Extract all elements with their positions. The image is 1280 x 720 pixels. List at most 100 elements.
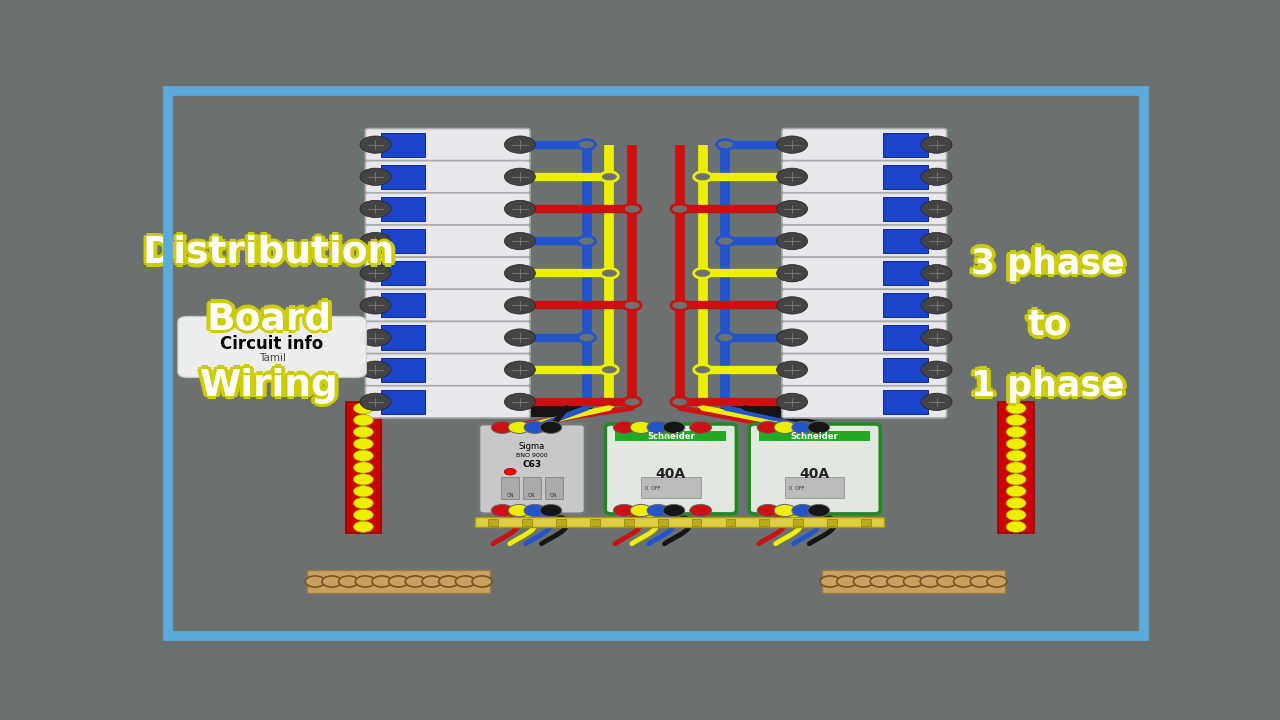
Circle shape (456, 576, 475, 587)
Circle shape (987, 576, 1007, 587)
Bar (883, 325, 928, 350)
Circle shape (360, 200, 390, 217)
Bar (590, 519, 599, 526)
Bar (381, 165, 425, 189)
Circle shape (353, 415, 374, 426)
Circle shape (694, 365, 712, 374)
Text: Wiring: Wiring (200, 368, 338, 404)
Circle shape (540, 505, 562, 517)
FancyBboxPatch shape (782, 321, 947, 354)
Circle shape (356, 576, 375, 587)
Bar (641, 477, 700, 498)
Circle shape (808, 421, 829, 433)
Text: ON: ON (550, 493, 558, 498)
Circle shape (504, 136, 535, 153)
Bar (616, 431, 727, 441)
FancyBboxPatch shape (365, 129, 530, 161)
Text: Board: Board (204, 300, 329, 336)
Text: Board: Board (206, 301, 332, 337)
Text: Board: Board (202, 301, 328, 337)
Circle shape (792, 505, 814, 517)
Text: to: to (1028, 311, 1068, 345)
Circle shape (922, 393, 952, 410)
Bar (307, 570, 490, 593)
Bar (998, 402, 1034, 533)
Text: Wiring: Wiring (204, 368, 343, 404)
Circle shape (1006, 509, 1027, 521)
Circle shape (1006, 426, 1027, 438)
FancyBboxPatch shape (782, 225, 947, 257)
Text: ON: ON (507, 493, 515, 498)
FancyBboxPatch shape (782, 257, 947, 289)
Circle shape (577, 236, 595, 246)
Bar (691, 519, 701, 526)
Circle shape (671, 300, 689, 310)
Circle shape (777, 297, 808, 314)
Circle shape (671, 204, 689, 214)
Circle shape (630, 505, 652, 517)
Circle shape (792, 421, 814, 433)
Circle shape (613, 505, 635, 517)
Bar (381, 358, 425, 382)
Bar (759, 431, 870, 441)
Text: to: to (1032, 307, 1073, 342)
Text: BNO 9000: BNO 9000 (516, 453, 548, 458)
FancyBboxPatch shape (782, 386, 947, 418)
Circle shape (323, 576, 342, 587)
Circle shape (577, 333, 595, 343)
Bar (883, 197, 928, 221)
Circle shape (922, 361, 952, 378)
Circle shape (600, 269, 618, 278)
Circle shape (1006, 402, 1027, 414)
Circle shape (922, 168, 952, 186)
Bar (522, 519, 531, 526)
Circle shape (1006, 450, 1027, 462)
Circle shape (360, 136, 390, 153)
Text: Tamil: Tamil (259, 353, 285, 363)
Circle shape (389, 576, 408, 587)
FancyBboxPatch shape (782, 161, 947, 193)
Circle shape (600, 365, 618, 374)
FancyBboxPatch shape (365, 225, 530, 257)
Circle shape (717, 140, 735, 150)
Text: 40A: 40A (655, 467, 686, 482)
Circle shape (837, 576, 856, 587)
Text: 1 phase: 1 phase (975, 369, 1129, 402)
Circle shape (353, 402, 374, 414)
Text: Wiring: Wiring (196, 368, 334, 404)
Text: to: to (1024, 310, 1065, 343)
Circle shape (630, 421, 652, 433)
Circle shape (492, 505, 513, 517)
Circle shape (504, 297, 535, 314)
FancyBboxPatch shape (178, 317, 366, 377)
Text: 3 phase: 3 phase (974, 248, 1128, 282)
Bar (381, 229, 425, 253)
Bar (883, 165, 928, 189)
Circle shape (504, 168, 535, 186)
FancyBboxPatch shape (365, 193, 530, 225)
Circle shape (870, 576, 890, 587)
Circle shape (1006, 486, 1027, 497)
Text: 1 phase: 1 phase (968, 370, 1121, 405)
Circle shape (504, 200, 535, 217)
Bar (346, 402, 381, 533)
Bar (883, 132, 928, 157)
Circle shape (504, 329, 535, 346)
Circle shape (305, 576, 325, 587)
Circle shape (508, 505, 530, 517)
Bar (381, 293, 425, 318)
Circle shape (717, 333, 735, 343)
Circle shape (339, 576, 358, 587)
Circle shape (504, 393, 535, 410)
Circle shape (671, 397, 689, 407)
Circle shape (694, 269, 712, 278)
Circle shape (1006, 498, 1027, 508)
Text: Board: Board (206, 298, 332, 334)
Circle shape (1006, 462, 1027, 473)
Circle shape (422, 576, 442, 587)
Text: Board: Board (206, 305, 332, 341)
FancyBboxPatch shape (365, 289, 530, 321)
Circle shape (758, 421, 780, 433)
Circle shape (353, 486, 374, 497)
Circle shape (360, 168, 390, 186)
